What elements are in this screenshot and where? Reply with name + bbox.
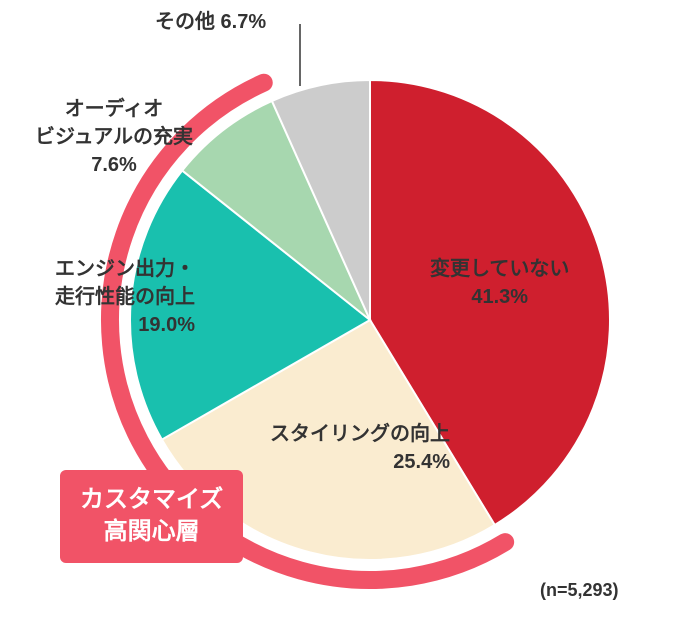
slice-label: 変更していない41.3% (430, 255, 569, 311)
sample-size-text: (n=5,293) (540, 580, 619, 601)
pie-chart-container: 変更していない41.3% スタイリングの向上25.4% エンジン出力・走行性能の向上… (0, 0, 696, 628)
slice-label: オーディオビジュアルの充実7.6% (35, 95, 193, 179)
slice-label: その他 6.7% (155, 8, 266, 36)
customize-interest-badge: カスタマイズ高関心層 (60, 470, 243, 563)
slice-label: スタイリングの向上25.4% (270, 420, 450, 476)
slice-label: エンジン出力・走行性能の向上19.0% (55, 255, 195, 339)
